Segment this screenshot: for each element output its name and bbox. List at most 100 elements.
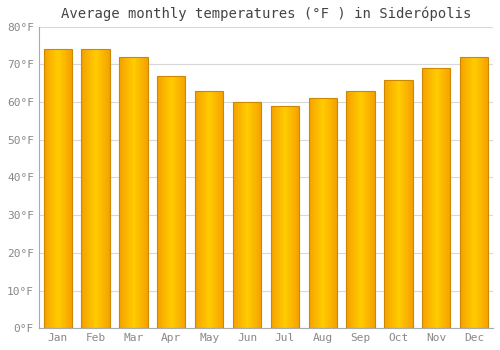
- Bar: [158, 76, 159, 328]
- Bar: [145, 57, 146, 328]
- Bar: [371, 91, 372, 328]
- Bar: [276, 106, 277, 328]
- Bar: [271, 106, 272, 328]
- Bar: [430, 68, 431, 328]
- Bar: [423, 68, 424, 328]
- Bar: [367, 91, 368, 328]
- Bar: [202, 91, 203, 328]
- Bar: [164, 76, 165, 328]
- Bar: [141, 57, 142, 328]
- Bar: [346, 91, 347, 328]
- Bar: [242, 102, 243, 328]
- Bar: [147, 57, 148, 328]
- Bar: [69, 49, 70, 328]
- Bar: [313, 98, 314, 328]
- Bar: [386, 79, 387, 328]
- Bar: [481, 57, 482, 328]
- Bar: [330, 98, 331, 328]
- Bar: [255, 102, 256, 328]
- Bar: [442, 68, 443, 328]
- Bar: [270, 106, 271, 328]
- Bar: [214, 91, 215, 328]
- Bar: [206, 91, 207, 328]
- Bar: [90, 49, 91, 328]
- Bar: [99, 49, 100, 328]
- Bar: [60, 49, 61, 328]
- Bar: [167, 76, 168, 328]
- Bar: [384, 79, 412, 328]
- Bar: [180, 76, 181, 328]
- Bar: [213, 91, 214, 328]
- Bar: [165, 76, 166, 328]
- Bar: [87, 49, 88, 328]
- Bar: [465, 57, 466, 328]
- Bar: [472, 57, 473, 328]
- Bar: [321, 98, 322, 328]
- Bar: [221, 91, 222, 328]
- Bar: [210, 91, 211, 328]
- Bar: [55, 49, 56, 328]
- Bar: [238, 102, 239, 328]
- Bar: [325, 98, 326, 328]
- Bar: [443, 68, 444, 328]
- Bar: [252, 102, 253, 328]
- Bar: [201, 91, 202, 328]
- Bar: [174, 76, 176, 328]
- Bar: [250, 102, 251, 328]
- Bar: [398, 79, 399, 328]
- Bar: [438, 68, 439, 328]
- Bar: [311, 98, 312, 328]
- Bar: [168, 76, 169, 328]
- Bar: [215, 91, 216, 328]
- Bar: [336, 98, 337, 328]
- Bar: [83, 49, 84, 328]
- Bar: [324, 98, 325, 328]
- Bar: [407, 79, 408, 328]
- Bar: [182, 76, 183, 328]
- Bar: [140, 57, 141, 328]
- Bar: [326, 98, 328, 328]
- Bar: [195, 91, 224, 328]
- Bar: [287, 106, 288, 328]
- Bar: [410, 79, 411, 328]
- Bar: [222, 91, 223, 328]
- Bar: [389, 79, 390, 328]
- Bar: [217, 91, 218, 328]
- Bar: [204, 91, 205, 328]
- Bar: [461, 57, 462, 328]
- Bar: [137, 57, 138, 328]
- Bar: [106, 49, 107, 328]
- Bar: [200, 91, 201, 328]
- Bar: [405, 79, 406, 328]
- Bar: [208, 91, 209, 328]
- Bar: [277, 106, 278, 328]
- Bar: [354, 91, 355, 328]
- Bar: [298, 106, 299, 328]
- Bar: [127, 57, 128, 328]
- Bar: [177, 76, 178, 328]
- Bar: [82, 49, 110, 328]
- Bar: [82, 49, 83, 328]
- Bar: [350, 91, 351, 328]
- Bar: [422, 68, 450, 328]
- Bar: [363, 91, 364, 328]
- Bar: [233, 102, 234, 328]
- Bar: [320, 98, 321, 328]
- Bar: [370, 91, 371, 328]
- Bar: [272, 106, 273, 328]
- Bar: [328, 98, 329, 328]
- Bar: [460, 57, 461, 328]
- Bar: [425, 68, 426, 328]
- Bar: [406, 79, 407, 328]
- Bar: [331, 98, 332, 328]
- Bar: [172, 76, 173, 328]
- Bar: [50, 49, 51, 328]
- Bar: [260, 102, 261, 328]
- Bar: [279, 106, 280, 328]
- Bar: [463, 57, 464, 328]
- Bar: [329, 98, 330, 328]
- Bar: [134, 57, 135, 328]
- Bar: [437, 68, 438, 328]
- Title: Average monthly temperatures (°F ) in Siderópolis: Average monthly temperatures (°F ) in Si…: [60, 7, 471, 21]
- Bar: [477, 57, 478, 328]
